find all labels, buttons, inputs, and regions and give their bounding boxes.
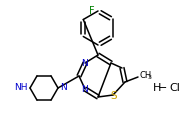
Text: S: S: [111, 91, 117, 101]
Text: −: −: [158, 83, 168, 93]
Text: H: H: [153, 83, 161, 93]
Text: CH: CH: [140, 72, 152, 81]
Text: F: F: [89, 6, 95, 16]
Text: 3: 3: [148, 75, 152, 80]
Text: Cl: Cl: [169, 83, 180, 93]
Text: N: N: [81, 59, 87, 67]
Text: N: N: [81, 84, 87, 94]
Text: N: N: [60, 83, 67, 92]
Text: NH: NH: [14, 83, 28, 92]
